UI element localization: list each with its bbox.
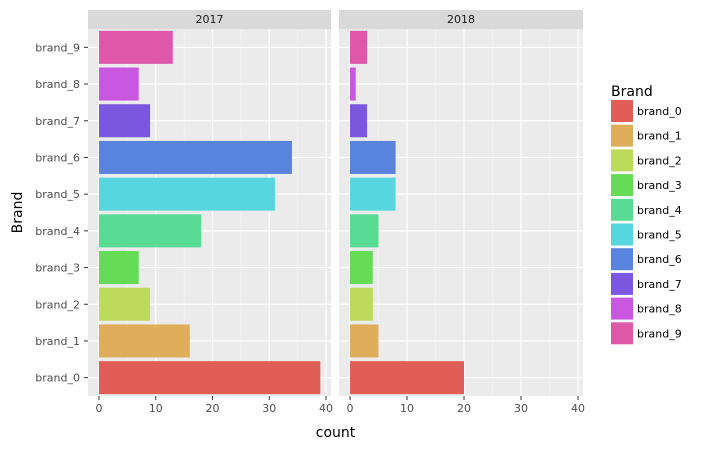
x-tick-label: 40	[319, 402, 333, 415]
bar-brand_2-2018	[350, 287, 373, 321]
legend-key-brand_5	[611, 223, 633, 246]
facet-strip	[88, 10, 331, 29]
x-tick-label: 20	[206, 402, 220, 415]
legend-label: brand_6	[637, 253, 682, 266]
facet-panel-2017: 2017 0 10 20 30 40	[88, 10, 333, 415]
bar-brand_7-2017	[99, 104, 151, 138]
facet-strip-label: 2018	[447, 13, 475, 26]
bar-brand_5-2017	[99, 177, 275, 211]
x-tick-label: 30	[514, 402, 528, 415]
panel-background	[339, 29, 583, 396]
bar-brand_3-2018	[350, 251, 373, 285]
legend: Brand brand_0 brand_1 brand_2 brand_3 brand_…	[611, 84, 682, 345]
y-tick-label: brand_8	[35, 78, 80, 91]
bar-brand_6-2017	[99, 140, 292, 174]
y-tick-label: brand_2	[35, 298, 80, 311]
y-tick-label: brand_9	[35, 41, 80, 54]
x-tick-label: 0	[347, 402, 354, 415]
bar-brand_0-2017	[99, 361, 321, 395]
legend-key-brand_6	[611, 248, 633, 271]
y-tick-label: brand_6	[35, 151, 80, 164]
legend-key-brand_8	[611, 297, 633, 320]
legend-title: Brand	[611, 84, 653, 100]
y-axis-title: Brand	[10, 192, 26, 234]
bar-brand_8-2018	[350, 67, 356, 101]
bar-brand_9-2018	[350, 30, 368, 64]
x-tick-label: 10	[149, 402, 163, 415]
legend-key-brand_2	[611, 149, 633, 172]
legend-key-brand_9	[611, 322, 633, 345]
legend-key-brand_0	[611, 100, 633, 122]
bar-brand_7-2018	[350, 104, 368, 138]
legend-label: brand_2	[637, 154, 682, 167]
legend-key-brand_7	[611, 272, 633, 295]
facet-panels: 2017 0 10 20 30 40 2018 0 10 20 30 40	[88, 10, 585, 415]
y-tick-label: brand_0	[35, 372, 80, 385]
bar-brand_6-2018	[350, 140, 396, 174]
bar-brand_0-2018	[350, 361, 464, 395]
y-tick-label: brand_5	[35, 188, 80, 201]
x-tick-label: 20	[457, 402, 471, 415]
axis-titles: count Brand	[10, 192, 356, 441]
bar-brand_4-2017	[99, 214, 202, 248]
y-tick-label: brand_4	[35, 225, 80, 238]
bar-brand_3-2017	[99, 251, 139, 285]
bar-brand_5-2018	[350, 177, 396, 211]
legend-label: brand_0	[637, 105, 682, 118]
legend-key-brand_1	[611, 124, 633, 147]
legend-label: brand_8	[637, 303, 682, 316]
y-tick-label: brand_7	[35, 115, 80, 128]
x-tick-label: 30	[262, 402, 276, 415]
legend-label: brand_9	[637, 327, 682, 340]
bar-brand_2-2017	[99, 287, 151, 321]
legend-key-brand_3	[611, 174, 633, 197]
facet-strip-label: 2017	[196, 13, 224, 26]
legend-label: brand_7	[637, 278, 682, 291]
legend-label: brand_4	[637, 204, 682, 217]
y-axis: brand_0 brand_1 brand_2 brand_3 brand_4 brand…	[35, 41, 88, 385]
y-tick-label: brand_1	[35, 335, 80, 348]
bar-brand_1-2018	[350, 324, 379, 358]
bar-brand_4-2018	[350, 214, 379, 248]
legend-key-brand_4	[611, 198, 633, 221]
x-tick-label: 10	[400, 402, 414, 415]
x-tick-label: 0	[96, 402, 103, 415]
bar-brand_8-2017	[99, 67, 139, 101]
y-tick-label: brand_3	[35, 262, 80, 275]
legend-label: brand_1	[637, 130, 682, 143]
legend-label: brand_5	[637, 229, 682, 242]
legend-label: brand_3	[637, 179, 682, 192]
x-axis-title: count	[316, 425, 356, 441]
facet-strip	[339, 10, 583, 29]
bar-brand_1-2017	[99, 324, 190, 358]
facet-panel-2018: 2018 0 10 20 30 40	[339, 10, 585, 415]
x-tick-label: 40	[571, 402, 585, 415]
bar-brand_9-2017	[99, 30, 173, 64]
